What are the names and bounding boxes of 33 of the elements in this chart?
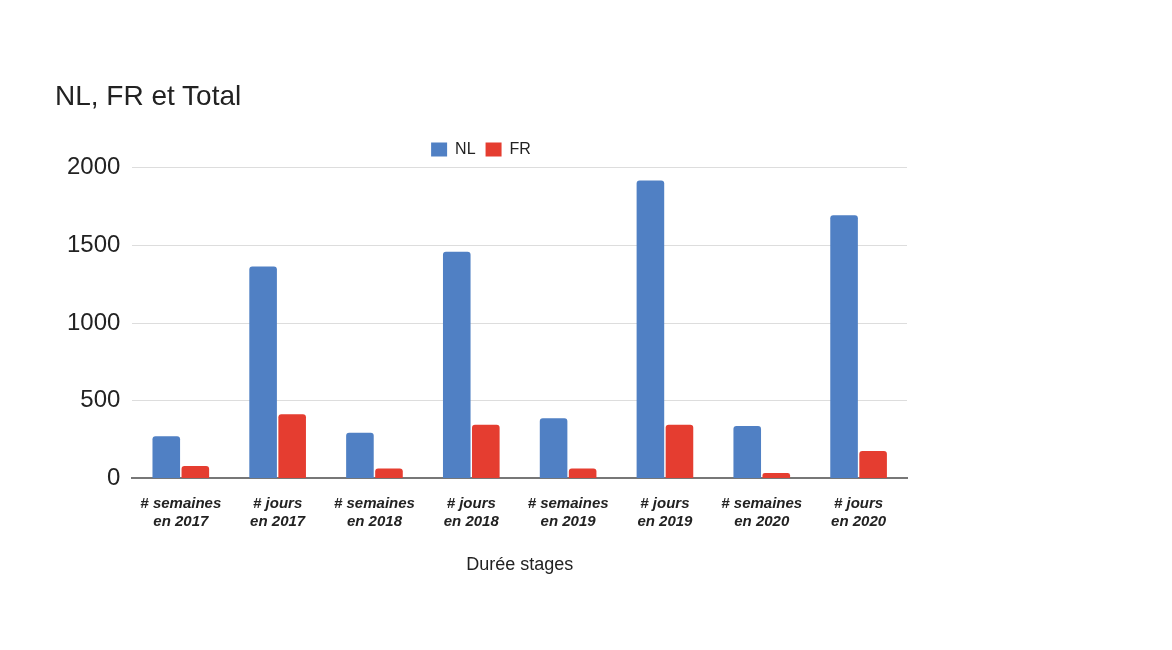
x-tick-label: # semaines en 2019 [527, 493, 609, 529]
bar [152, 436, 181, 478]
x-tick-label: # jours en 2019 [637, 493, 694, 529]
bar [762, 472, 791, 478]
y-tick-label: 0 [107, 463, 121, 491]
x-tick-label: # semaines en 2017 [140, 493, 222, 529]
bar [346, 432, 374, 478]
x-axis-title: Durée stages [466, 554, 574, 575]
x-tick-label: # jours en 2017 [250, 493, 306, 529]
bar [375, 468, 403, 478]
y-tick-label: 1500 [67, 229, 121, 257]
bar [472, 424, 500, 478]
y-tick-label: 2000 [67, 152, 121, 180]
y-tick-label: 500 [80, 385, 121, 413]
legend-label: NL [455, 140, 476, 158]
legend-label: FR [509, 140, 531, 158]
bar [636, 180, 665, 478]
bar [830, 215, 858, 478]
x-tick-label: # semaines en 2018 [334, 493, 415, 529]
bar [539, 418, 568, 478]
bar [249, 266, 277, 478]
bar [665, 424, 694, 478]
x-tick-label: # semaines en 2020 [721, 493, 803, 529]
bar [733, 426, 762, 478]
bar [442, 251, 471, 478]
x-tick-label: # jours en 2020 [831, 493, 887, 529]
x-tick-label: # jours en 2018 [443, 493, 500, 529]
bar [278, 414, 306, 478]
chart-title: NL, FR et Total [55, 79, 242, 111]
bar [859, 451, 887, 478]
bar [181, 465, 210, 478]
bar [568, 468, 597, 478]
y-tick-label: 1000 [67, 307, 121, 335]
